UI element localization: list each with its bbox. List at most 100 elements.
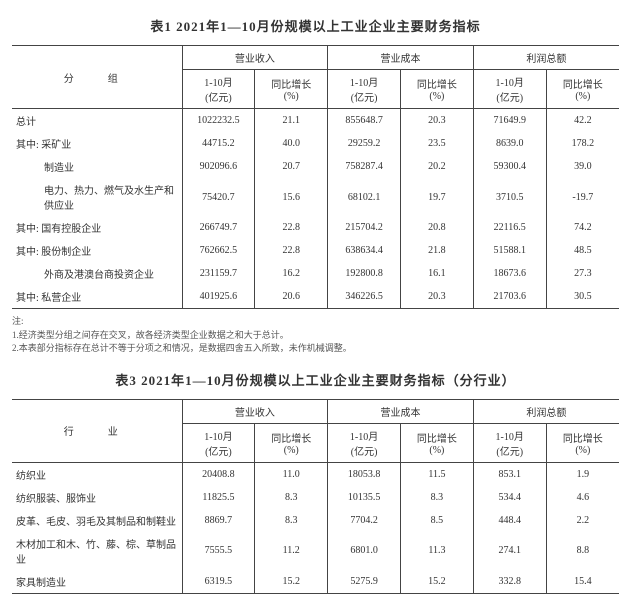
cell: 8.5 (400, 509, 473, 532)
cell: 8.8 (546, 532, 619, 570)
cell: 20.7 (255, 155, 328, 178)
cell: 8.3 (255, 509, 328, 532)
t1-group-0: 营业收入 (182, 46, 328, 70)
cell: 215704.2 (328, 216, 401, 239)
t1-sub-0a: 1-10月(亿元) (182, 70, 255, 109)
cell: 346226.5 (328, 285, 401, 309)
cell: 2.2 (546, 509, 619, 532)
cell: 534.4 (473, 486, 546, 509)
cell: 8.3 (400, 486, 473, 509)
table3-title: 表3 2021年1—10月份规模以上工业企业主要财务指标（分行业） (12, 370, 619, 389)
cell: 18673.6 (473, 262, 546, 285)
row-label: 其中: 股份制企业 (12, 239, 182, 262)
cell: 4.6 (546, 486, 619, 509)
cell: 39.0 (546, 155, 619, 178)
cell: 20408.8 (182, 462, 255, 486)
cell: 75420.7 (182, 178, 255, 216)
t1-sub-1b: 同比增长(%) (400, 70, 473, 109)
table-row: 外商及港澳台商投资企业231159.716.2192800.816.118673… (12, 262, 619, 285)
cell: 8869.7 (182, 509, 255, 532)
t1-rowheader: 分 组 (12, 46, 182, 109)
cell: 6319.5 (182, 570, 255, 594)
row-label: 电力、热力、燃气及水生产和供应业 (12, 178, 182, 216)
cell: 11.2 (255, 532, 328, 570)
note-2: 2.本表部分指标存在总计不等于分项之和情况，是数据四舍五入所致，未作机械调整。 (12, 343, 352, 353)
cell: 23.5 (400, 132, 473, 155)
cell: 853.1 (473, 462, 546, 486)
cell: 178.2 (546, 132, 619, 155)
t1-sub-2a: 1-10月(亿元) (473, 70, 546, 109)
table1-title: 表1 2021年1—10月份规模以上工业企业主要财务指标 (12, 16, 619, 35)
t3-sub-2b: 同比增长(%) (546, 423, 619, 462)
row-label: 家具制造业 (12, 570, 182, 594)
cell: 1022232.5 (182, 109, 255, 133)
cell: 30.5 (546, 285, 619, 309)
t1-group-2: 利润总额 (473, 46, 619, 70)
cell: 40.0 (255, 132, 328, 155)
cell: 7555.5 (182, 532, 255, 570)
cell: 48.5 (546, 239, 619, 262)
cell: 20.3 (400, 285, 473, 309)
table-row: 制造业902096.620.7758287.420.259300.439.0 (12, 155, 619, 178)
t3-rowheader: 行 业 (12, 399, 182, 462)
cell: 11.0 (255, 462, 328, 486)
cell: 638634.4 (328, 239, 401, 262)
cell: 16.2 (255, 262, 328, 285)
table-row: 其中: 股份制企业762662.522.8638634.421.851588.1… (12, 239, 619, 262)
cell: 11.3 (400, 532, 473, 570)
row-label: 其中: 私营企业 (12, 285, 182, 309)
note-1: 1.经济类型分组之间存在交叉，故各经济类型企业数据之和大于总计。 (12, 330, 289, 340)
cell: 448.4 (473, 509, 546, 532)
cell: 902096.6 (182, 155, 255, 178)
cell: 10135.5 (328, 486, 401, 509)
row-label: 纺织业 (12, 462, 182, 486)
row-label: 其中: 采矿业 (12, 132, 182, 155)
cell: 22116.5 (473, 216, 546, 239)
cell: 11825.5 (182, 486, 255, 509)
cell: 27.3 (546, 262, 619, 285)
t3-group-2: 利润总额 (473, 399, 619, 423)
cell: 15.2 (255, 570, 328, 594)
cell: 68102.1 (328, 178, 401, 216)
cell: 15.6 (255, 178, 328, 216)
cell: 762662.5 (182, 239, 255, 262)
cell: 20.6 (255, 285, 328, 309)
table-row: 电力、热力、燃气及水生产和供应业75420.715.668102.119.737… (12, 178, 619, 216)
cell: 192800.8 (328, 262, 401, 285)
cell: 59300.4 (473, 155, 546, 178)
cell: 1.9 (546, 462, 619, 486)
t1-sub-0b: 同比增长(%) (255, 70, 328, 109)
t3-sub-2a: 1-10月(亿元) (473, 423, 546, 462)
cell: 8639.0 (473, 132, 546, 155)
cell: 74.2 (546, 216, 619, 239)
cell: 231159.7 (182, 262, 255, 285)
t3-group-1: 营业成本 (328, 399, 474, 423)
table-row: 纺织服装、服饰业11825.58.310135.58.3534.44.6 (12, 486, 619, 509)
table-row: 总计1022232.521.1855648.720.371649.942.2 (12, 109, 619, 133)
cell: 11.5 (400, 462, 473, 486)
cell: 42.2 (546, 109, 619, 133)
cell: 20.3 (400, 109, 473, 133)
table-row: 家具制造业6319.515.25275.915.2332.815.4 (12, 570, 619, 594)
row-label: 其中: 国有控股企业 (12, 216, 182, 239)
cell: 855648.7 (328, 109, 401, 133)
row-label: 制造业 (12, 155, 182, 178)
table-row: 其中: 国有控股企业266749.722.8215704.220.822116.… (12, 216, 619, 239)
cell: 6801.0 (328, 532, 401, 570)
cell: 332.8 (473, 570, 546, 594)
row-label: 总计 (12, 109, 182, 133)
table1: 分 组 营业收入 营业成本 利润总额 1-10月(亿元) 同比增长(%) 1-1… (12, 45, 619, 309)
cell: 3710.5 (473, 178, 546, 216)
table-row: 皮革、毛皮、羽毛及其制品和制鞋业8869.78.37704.28.5448.42… (12, 509, 619, 532)
t3-sub-0a: 1-10月(亿元) (182, 423, 255, 462)
row-label: 木材加工和木、竹、藤、棕、草制品业 (12, 532, 182, 570)
table-row: 其中: 私营企业401925.620.6346226.520.321703.63… (12, 285, 619, 309)
cell: 19.7 (400, 178, 473, 216)
row-label: 外商及港澳台商投资企业 (12, 262, 182, 285)
t3-group-0: 营业收入 (182, 399, 328, 423)
table-row: 木材加工和木、竹、藤、棕、草制品业7555.511.26801.011.3274… (12, 532, 619, 570)
cell: 15.4 (546, 570, 619, 594)
cell: 15.2 (400, 570, 473, 594)
cell: 18053.8 (328, 462, 401, 486)
cell: 22.8 (255, 239, 328, 262)
